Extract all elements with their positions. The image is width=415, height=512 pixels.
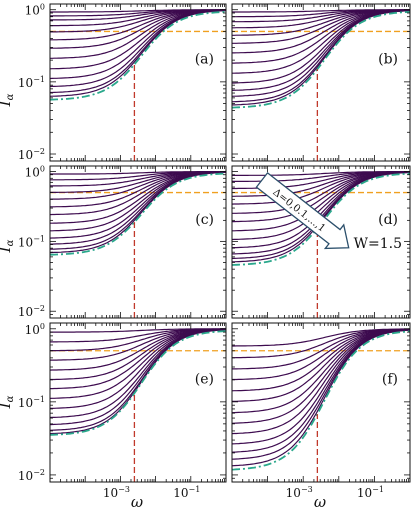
panel-b: (b)	[231, 3, 411, 162]
reference-curve	[232, 11, 410, 109]
y-tick-label: 10−1	[18, 234, 45, 249]
series-curve-9	[50, 9, 226, 80]
series-curve-11	[232, 329, 410, 460]
panel-label: (b)	[378, 52, 398, 68]
plot-area	[232, 328, 410, 482]
series-curve-5	[232, 328, 410, 402]
series-curve-5	[232, 9, 410, 44]
y-axis-label-bottom: Iα	[0, 395, 16, 409]
series-curve-3	[50, 328, 226, 361]
series-curve-12	[50, 171, 226, 254]
panel-label: (e)	[195, 371, 214, 387]
panel-frame	[49, 165, 227, 319]
parameter-label: W=1.5	[354, 236, 402, 252]
delta-arrow-annotation: Δ=0,0.1,...,1	[255, 171, 350, 250]
y-tick-label: 10−1	[18, 395, 45, 410]
panel-frame	[231, 3, 411, 162]
y-tick-label: 100	[25, 165, 45, 180]
panel-label: (f)	[382, 371, 398, 387]
panel-frame	[49, 322, 227, 483]
plot-area	[50, 171, 226, 318]
series-curve-5	[232, 171, 410, 214]
panel-e: 100 10−1 10−2 10−3 10−1 (e)	[18, 322, 227, 500]
series-curve-12	[50, 9, 226, 97]
plot-area	[232, 9, 410, 161]
y-axis-label-middle: Iα	[0, 239, 16, 253]
y-tick-label: 10−2	[18, 304, 45, 319]
panel-label: (a)	[195, 52, 214, 68]
panel-frame	[49, 3, 227, 162]
series-curve-11	[50, 171, 226, 250]
reference-curve	[232, 330, 410, 471]
y-tick-label: 10−2	[18, 147, 45, 162]
panel-a: 100 10−1 10−2 (a)	[18, 3, 227, 162]
series-curve-7	[50, 328, 226, 399]
arrow-shape	[255, 171, 350, 250]
panel-frame	[231, 322, 411, 483]
series-curve-12	[232, 329, 410, 467]
y-tick-label: 10−1	[18, 75, 45, 90]
x-tick-label: 10−3	[286, 485, 313, 500]
x-axis-label-right: ω	[314, 493, 326, 511]
y-tick-label: 100	[25, 322, 45, 337]
x-tick-label: 10−1	[357, 485, 384, 500]
panel-label: (d)	[378, 212, 398, 228]
x-tick-label: 10−1	[173, 485, 200, 500]
panel-c: 100 10−1 10−2 (c)	[18, 165, 227, 319]
panel-label: (c)	[195, 212, 214, 228]
series-curve-12	[50, 329, 226, 435]
plot-area	[50, 9, 226, 161]
x-axis-label-left: ω	[131, 493, 143, 511]
y-tick-label: 100	[25, 3, 45, 18]
series-curve-13	[232, 10, 410, 106]
panel-d: (d) Δ=0,0.1,...,1W=1.5	[231, 165, 411, 319]
series-curve-10	[232, 329, 410, 453]
reference-curve	[50, 10, 226, 101]
y-axis-label-top: Iα	[0, 93, 16, 107]
panel-f: 10−3 10−1 (f)	[231, 322, 411, 500]
plot-area	[50, 328, 226, 482]
y-tick-label: 10−2	[18, 468, 45, 483]
panel-frame	[231, 165, 411, 319]
series-curve-5	[50, 171, 226, 208]
series-curve-9	[50, 171, 226, 239]
reference-curve	[50, 172, 226, 256]
x-tick-label: 10−3	[103, 485, 130, 500]
